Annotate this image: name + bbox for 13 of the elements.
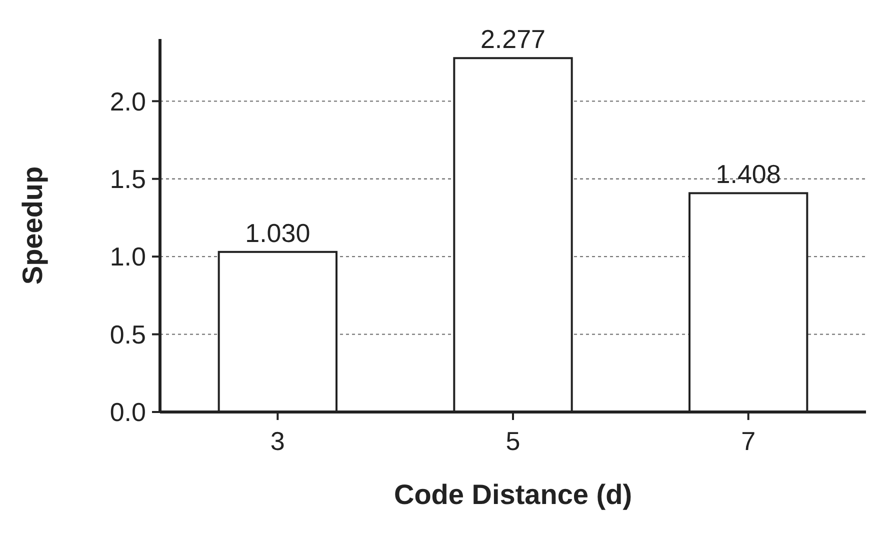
data-label: 1.408 [716,159,781,190]
y-tick-label: 0.5 [110,319,146,350]
y-tick-label: 1.0 [110,242,146,272]
y-tick-label: 0.0 [110,397,146,428]
data-label: 1.030 [245,218,310,248]
data-label: 2.277 [480,24,546,54]
x-axis-title: Code Distance (d) [394,479,632,510]
y-axis-title: Speedup [17,166,48,285]
x-tick-label: 3 [270,426,285,456]
x-tick-label: 5 [506,426,520,456]
y-tick-label: 2.0 [110,86,146,116]
x-tick-label: 7 [741,426,756,456]
y-tick-label: 1.5 [110,164,146,194]
